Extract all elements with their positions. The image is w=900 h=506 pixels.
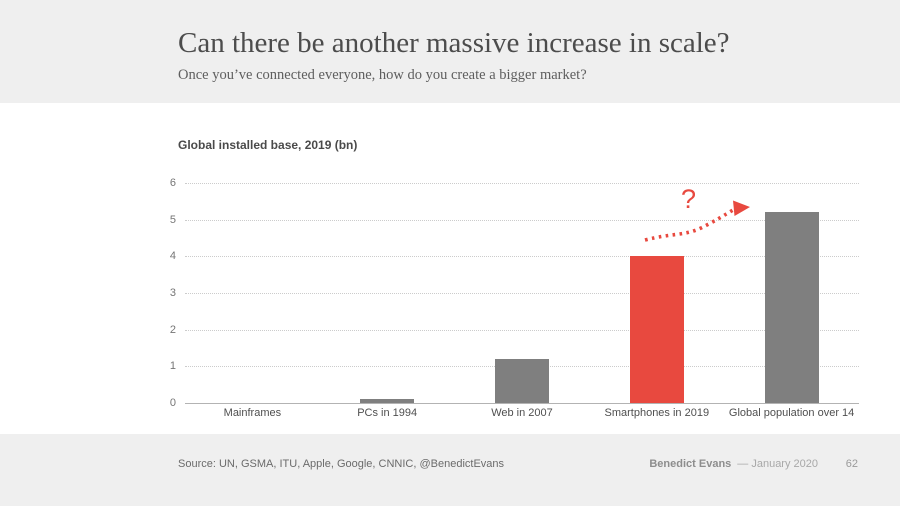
y-axis-tick-6: 6 [169, 177, 176, 189]
page-number: 62 [845, 458, 858, 470]
gridline-0 [185, 403, 859, 404]
gridline-2 [185, 329, 859, 331]
y-axis-tick-3: 3 [169, 287, 176, 299]
category-label-2: Web in 2007 [491, 407, 553, 419]
slide-header: Can there be another massive increase in… [0, 0, 900, 103]
gridline-5 [185, 219, 859, 221]
category-label-0: Mainframes [223, 407, 282, 419]
gridline-6 [185, 183, 859, 184]
question-mark-annotation: ? [681, 184, 697, 214]
slide-subtitle: Once you’ve connected everyone, how do y… [178, 67, 587, 83]
bar-web-in-2007 [495, 359, 549, 403]
y-axis-tick-4: 4 [169, 250, 176, 263]
category-label-4: Global population over 14 [728, 407, 855, 419]
bar-pcs-in-1994 [360, 399, 415, 403]
author-name: Benedict Evans [649, 458, 732, 470]
slide-date: — January 2020 [737, 458, 818, 470]
bar-global-population-over-14 [764, 212, 819, 403]
category-label-1: PCs in 1994 [357, 407, 418, 419]
y-axis-tick-2: 2 [169, 323, 176, 336]
gridline-3 [185, 293, 859, 294]
gridline-4 [185, 256, 859, 258]
source-text: Source: UN, GSMA, ITU, Apple, Google, CN… [178, 458, 505, 470]
author-date: Benedict Evans — January 2020 [649, 458, 818, 470]
y-axis-tick-1: 1 [169, 360, 176, 373]
category-label-3: Smartphones in 2019 [604, 407, 710, 419]
slide-footer: Source: UN, GSMA, ITU, Apple, Google, CN… [0, 434, 900, 506]
slide-title: Can there be another massive increase in… [178, 27, 730, 59]
y-axis-tick-0: 0 [169, 397, 176, 409]
chart-title: Global installed base, 2019 (bn) [178, 138, 358, 152]
y-axis-tick-5: 5 [169, 213, 176, 226]
bar-smartphones-in-2019 [629, 256, 684, 403]
